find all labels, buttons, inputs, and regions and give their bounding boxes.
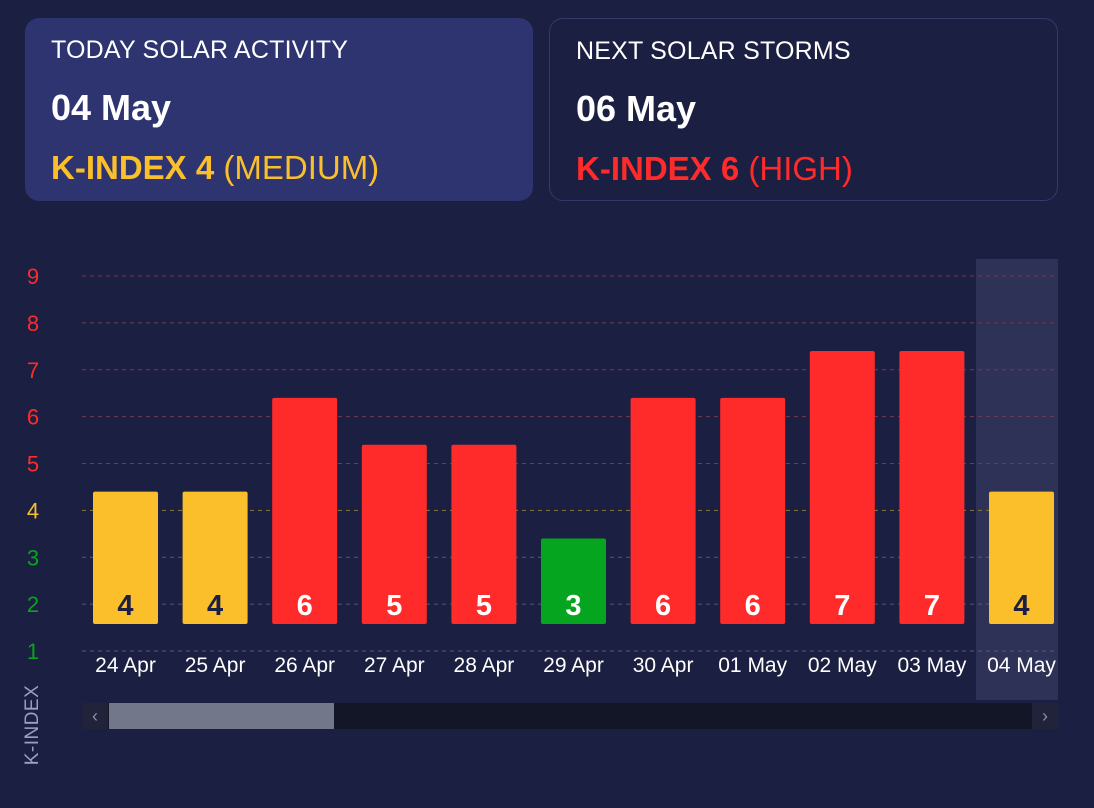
bar-value-label: 7 <box>834 590 850 622</box>
bar-value-label: 3 <box>565 590 581 622</box>
bar <box>720 397 786 624</box>
x-tick-label: 29 Apr <box>543 654 604 677</box>
bar <box>451 444 517 624</box>
bar-value-label: 5 <box>386 590 402 622</box>
next-card-title: NEXT SOLAR STORMS <box>576 37 851 65</box>
y-tick-label: 8 <box>27 311 39 336</box>
today-k-index: K-INDEX 4 (MEDIUM) <box>51 149 507 187</box>
x-tick-label: 24 Apr <box>95 654 156 677</box>
bar-value-label: 4 <box>1013 590 1029 622</box>
bar-value-label: 5 <box>476 590 492 622</box>
next-k-level: (HIGH) <box>748 150 853 187</box>
y-tick-label: 4 <box>27 498 39 523</box>
y-axis-title: K-INDEX <box>22 684 43 766</box>
highlighted-column <box>976 259 1058 700</box>
y-tick-label: 5 <box>27 452 39 477</box>
k-index-bar-chart: 1 2 3 4 5 6 7 8 9 4 24 Apr 4 25 Apr 6 26 Apr 5 27 Apr 5 28… <box>27 259 1058 700</box>
next-k-index: K-INDEX 6 (HIGH) <box>576 150 1031 188</box>
bar-value-label: 4 <box>117 590 133 622</box>
bar <box>899 351 965 624</box>
x-tick-label: 03 May <box>897 654 966 677</box>
today-k-label: K-INDEX 4 <box>51 149 215 186</box>
y-tick-label: 2 <box>27 592 39 617</box>
chevron-left-icon: ‹ <box>92 705 98 726</box>
y-tick-label: 6 <box>27 405 39 430</box>
x-tick-label: 26 Apr <box>274 654 335 677</box>
bar <box>809 351 875 624</box>
bar <box>93 491 158 624</box>
x-tick-label: 02 May <box>808 654 877 677</box>
today-solar-card: TODAY SOLAR ACTIVITY 04 May K-INDEX 4 (M… <box>25 18 533 201</box>
bar <box>541 538 606 624</box>
bar-value-label: 6 <box>745 590 761 622</box>
scroll-right-button[interactable]: › <box>1032 703 1058 729</box>
x-tick-label: 04 May <box>987 654 1056 677</box>
y-tick-label: 1 <box>27 639 39 664</box>
x-tick-label: 01 May <box>718 654 787 677</box>
bar-value-label: 6 <box>655 590 671 622</box>
bar-value-label: 4 <box>207 590 223 622</box>
chevron-right-icon: › <box>1042 705 1048 726</box>
today-date: 04 May <box>51 87 172 128</box>
next-storms-card: NEXT SOLAR STORMS 06 May K-INDEX 6 (HIGH… <box>549 18 1058 201</box>
scroll-left-button[interactable]: ‹ <box>82 703 108 729</box>
next-date: 06 May <box>576 88 697 129</box>
bar <box>182 491 248 624</box>
y-tick-label: 9 <box>27 264 39 289</box>
y-tick-label: 7 <box>27 358 39 383</box>
today-card-title: TODAY SOLAR ACTIVITY <box>51 36 349 64</box>
next-k-label: K-INDEX 6 <box>576 150 740 187</box>
bar-value-label: 6 <box>297 590 313 622</box>
x-tick-label: 27 Apr <box>364 654 425 677</box>
bar <box>630 397 696 624</box>
today-k-level: (MEDIUM) <box>223 149 380 186</box>
x-tick-label: 30 Apr <box>633 654 694 677</box>
chart-scroll-thumb[interactable] <box>109 703 334 729</box>
bar <box>989 491 1054 624</box>
bar-value-label: 7 <box>924 590 940 622</box>
bar <box>361 444 427 624</box>
y-tick-label: 3 <box>27 545 39 570</box>
x-tick-label: 25 Apr <box>185 654 246 677</box>
x-tick-label: 28 Apr <box>454 654 515 677</box>
bar <box>272 397 338 624</box>
